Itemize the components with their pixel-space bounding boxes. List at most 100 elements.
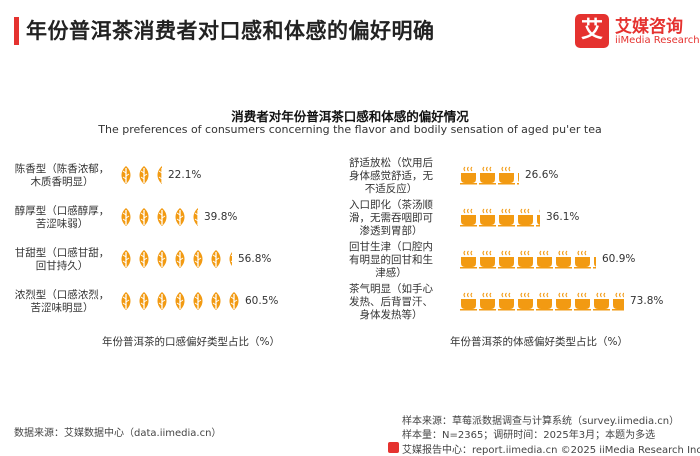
- category-label-line: 茶气明显（如手心: [349, 282, 433, 295]
- flavor-bar: [118, 207, 198, 229]
- tea-leaf-icon: [208, 249, 226, 269]
- category-label-line: 身体感觉舒适，无: [349, 169, 433, 182]
- tea-leaf-icon: [172, 291, 190, 311]
- value-label: 56.8%: [238, 253, 272, 265]
- tea-leaf-icon: [172, 249, 190, 269]
- tea-cup-icon: [460, 165, 479, 185]
- category-label-line: 回甘生津（口腔内: [349, 240, 433, 253]
- category-label-line: 身体发热等）: [359, 308, 423, 321]
- category-label: 醇厚型（口感醇厚， 苦涩味弱）: [14, 205, 110, 231]
- tea-leaf-icon: [226, 291, 239, 311]
- category-label: 茶气明显（如手心 发热、后背冒汗、 身体发热等）: [338, 283, 444, 322]
- tea-cup-icon: [498, 207, 517, 227]
- tea-cup-icon: [460, 291, 479, 311]
- category-label-line: 陈香型（陈香浓郁，: [14, 163, 110, 175]
- category-label-line: 浓烈型（口感浓烈，: [14, 289, 110, 301]
- category-label: 浓烈型（口感浓烈， 苦涩味明显）: [14, 289, 110, 315]
- tea-cup-icon: [555, 249, 574, 269]
- category-label: 入口即化（茶汤顺 滑，无需吞咽即可 渗透到胃部）: [338, 199, 444, 238]
- tea-leaf-icon: [190, 291, 208, 311]
- tea-leaf-icon: [208, 291, 226, 311]
- tea-cup-icon: [517, 249, 536, 269]
- category-label-line: 发热、后背冒汗、: [349, 295, 433, 308]
- sensation-bar: [460, 207, 540, 229]
- brand-name-en: iiMedia Research: [615, 35, 700, 46]
- tea-cup-icon: [536, 249, 555, 269]
- flavor-bar: [118, 165, 162, 187]
- category-label-line: 苦涩味弱）: [35, 218, 89, 230]
- tea-cup-icon: [517, 291, 536, 311]
- tea-leaf-icon: [190, 207, 198, 227]
- category-label: 陈香型（陈香浓郁， 木质香明显）: [14, 163, 110, 189]
- tea-leaf-icon: [154, 165, 162, 185]
- tea-leaf-icon: [154, 207, 172, 227]
- category-label-line: 入口即化（茶汤顺: [349, 198, 433, 211]
- sensation-bar: [460, 165, 519, 187]
- tea-leaf-icon: [136, 165, 154, 185]
- category-label: 甘甜型（口感甘甜， 回甘持久）: [14, 247, 110, 273]
- value-label: 60.9%: [602, 253, 636, 265]
- tea-cup-icon: [498, 291, 517, 311]
- page-title: 年份普洱茶消费者对口感和体感的偏好明确: [26, 19, 435, 43]
- tea-leaf-icon: [118, 249, 136, 269]
- tea-cup-icon: [460, 249, 479, 269]
- tea-leaf-icon: [118, 291, 136, 311]
- tea-leaf-icon: [154, 249, 172, 269]
- category-label-line: 有明显的回甘和生: [349, 253, 433, 266]
- value-label: 73.8%: [630, 295, 664, 307]
- footer-text: 艾媒报告中心：report.iimedia.cn ©2025 iiMedia R…: [402, 445, 700, 456]
- category-label-line: 苦涩味明显）: [30, 302, 94, 314]
- sample-size: 样本量：N=2365；调研时间：2025年3月；本题为多选: [402, 430, 656, 441]
- sensation-bar: [460, 249, 596, 271]
- category-label-line: 不适反应）: [364, 182, 418, 195]
- value-label: 60.5%: [245, 295, 279, 307]
- brand-logo-block: 艾 艾媒咨询 iiMedia Research: [575, 10, 700, 56]
- tea-cup-icon: [517, 207, 536, 227]
- flavor-bar: [118, 249, 232, 271]
- footer-logo-icon: [388, 442, 399, 453]
- brand-logo-icon: 艾: [575, 14, 609, 48]
- tea-cup-icon: [593, 291, 612, 311]
- tea-cup-icon: [479, 207, 498, 227]
- category-label-line: 滑，无需吞咽即可: [349, 211, 433, 224]
- tea-cup-icon: [460, 207, 479, 227]
- sample-source: 样本来源：草莓派数据调查与计算系统（survey.iimedia.cn）: [402, 416, 680, 427]
- tea-cup-icon: [479, 291, 498, 311]
- sensation-bar: [460, 291, 624, 313]
- flavor-axis-label: 年份普洱茶的口感偏好类型占比（%）: [102, 336, 280, 348]
- tea-cup-icon: [536, 207, 540, 227]
- sensation-axis-label: 年份普洱茶的体感偏好类型占比（%）: [450, 336, 628, 348]
- value-label: 39.8%: [204, 211, 238, 223]
- data-source-left: 数据来源：艾媒数据中心（data.iimedia.cn）: [14, 428, 222, 439]
- category-label-line: 甘甜型（口感甘甜，: [14, 247, 110, 259]
- tea-leaf-icon: [136, 291, 154, 311]
- brand-name-cn: 艾媒咨询: [615, 17, 683, 37]
- value-label: 36.1%: [546, 211, 580, 223]
- tea-leaf-icon: [154, 291, 172, 311]
- tea-leaf-icon: [190, 249, 208, 269]
- footer: 艾媒报告中心：report.iimedia.cn ©2025 iiMedia R…: [0, 440, 700, 456]
- category-label: 回甘生津（口腔内 有明显的回甘和生 津感）: [338, 241, 444, 280]
- flavor-bar: [118, 291, 239, 313]
- tea-cup-icon: [612, 291, 624, 311]
- category-label-line: 舒适放松（饮用后: [349, 156, 433, 169]
- category-label-line: 木质香明显）: [30, 176, 94, 188]
- value-label: 22.1%: [168, 169, 202, 181]
- category-label-line: 津感）: [375, 266, 407, 279]
- title-accent-bar: [14, 17, 19, 45]
- tea-leaf-icon: [136, 249, 154, 269]
- tea-cup-icon: [574, 249, 593, 269]
- tea-leaf-icon: [118, 165, 136, 185]
- category-label: 舒适放松（饮用后 身体感觉舒适，无 不适反应）: [338, 157, 444, 196]
- category-label-line: 渗透到胃部）: [359, 224, 423, 237]
- tea-cup-icon: [479, 165, 498, 185]
- tea-cup-icon: [517, 165, 519, 185]
- tea-cup-icon: [498, 249, 517, 269]
- tea-leaf-icon: [136, 207, 154, 227]
- category-label-line: 醇厚型（口感醇厚，: [14, 205, 110, 217]
- value-label: 26.6%: [525, 169, 559, 181]
- tea-leaf-icon: [118, 207, 136, 227]
- chart-title: 消费者对年份普洱茶口感和体感的偏好情况: [231, 109, 469, 124]
- tea-cup-icon: [498, 165, 517, 185]
- tea-leaf-icon: [172, 207, 190, 227]
